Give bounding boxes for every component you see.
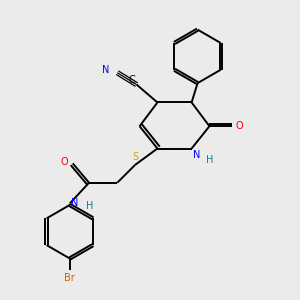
Text: H: H	[86, 201, 94, 211]
Text: N: N	[103, 65, 110, 75]
Text: S: S	[132, 152, 138, 163]
Text: C: C	[128, 75, 135, 85]
Text: N: N	[193, 150, 200, 160]
Text: Br: Br	[64, 273, 75, 283]
Text: O: O	[61, 157, 68, 167]
Text: O: O	[235, 121, 243, 131]
Text: N: N	[71, 199, 79, 208]
Text: H: H	[206, 155, 214, 165]
